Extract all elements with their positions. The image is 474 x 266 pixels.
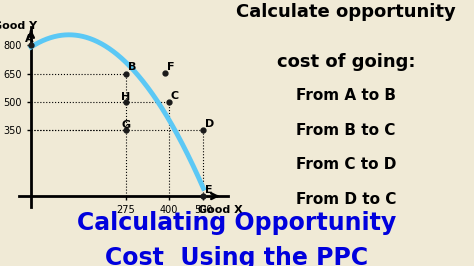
Text: A: A	[25, 34, 34, 44]
Text: From D to C: From D to C	[296, 192, 396, 207]
Text: cost of going:: cost of going:	[277, 53, 415, 71]
Text: E: E	[205, 185, 213, 195]
Text: Good Y: Good Y	[0, 21, 37, 31]
Text: C: C	[171, 91, 179, 101]
Text: Calculating Opportunity: Calculating Opportunity	[77, 211, 397, 235]
Text: From C to D: From C to D	[296, 157, 396, 172]
Text: Cost  Using the PPC: Cost Using the PPC	[105, 246, 369, 266]
Text: Good X: Good X	[198, 205, 242, 215]
Text: B: B	[128, 62, 136, 72]
Text: From B to C: From B to C	[296, 123, 396, 138]
Text: F: F	[167, 62, 175, 72]
Text: Calculate opportunity: Calculate opportunity	[236, 3, 456, 21]
Text: From A to B: From A to B	[296, 88, 396, 103]
Text: H: H	[121, 92, 130, 102]
Text: D: D	[205, 119, 214, 129]
Text: G: G	[121, 120, 130, 130]
